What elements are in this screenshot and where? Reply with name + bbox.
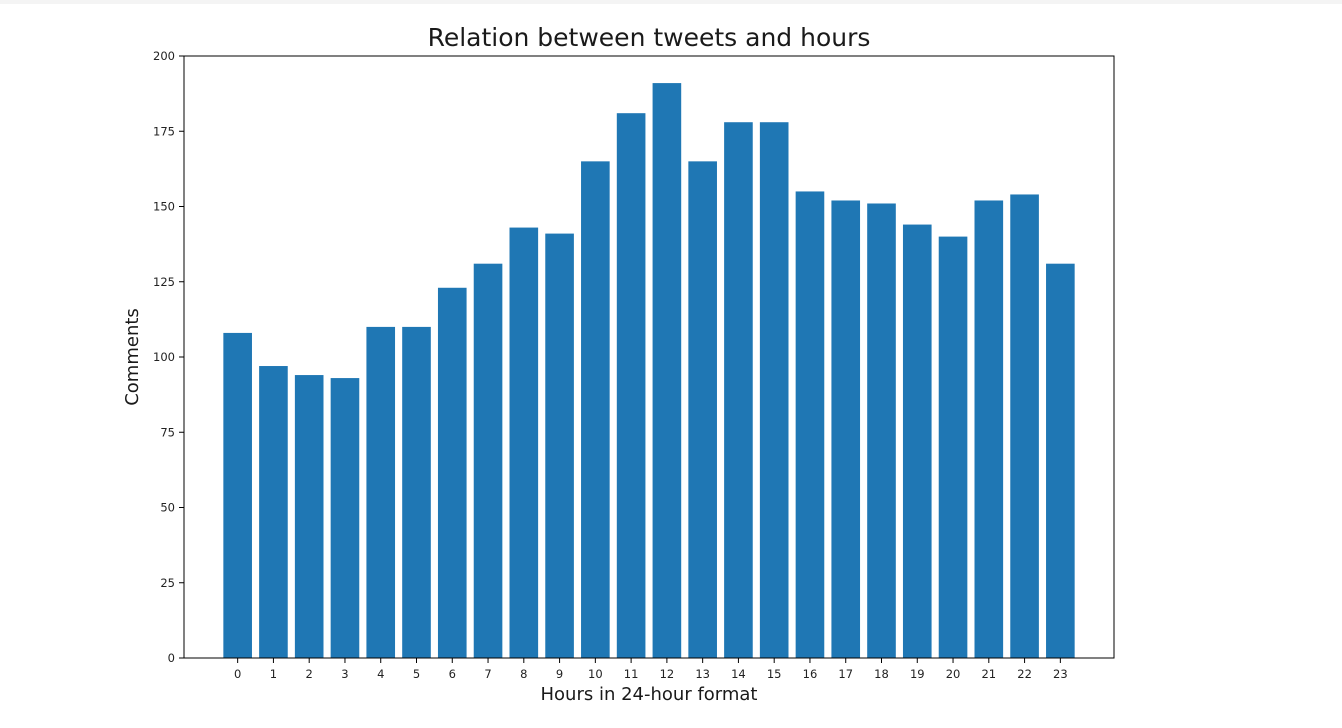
bar-hour-3 <box>331 378 360 658</box>
x-tick-label: 3 <box>341 667 348 681</box>
bar-hour-22 <box>1010 194 1039 658</box>
x-axis-label: Hours in 24-hour format <box>541 684 758 705</box>
bar-hour-14 <box>724 122 753 658</box>
bars-group <box>223 83 1074 658</box>
x-tick-label: 14 <box>731 667 746 681</box>
x-ticks-group: 0 1 2 3 4 5 6 7 8 9 10 11 12 13 14 15 16 17 18 19 20 21 22 23 <box>234 658 1068 681</box>
x-tick-label: 12 <box>660 667 675 681</box>
x-tick-label: 9 <box>556 667 563 681</box>
bar-hour-23 <box>1046 264 1075 658</box>
bar-hour-19 <box>903 225 932 658</box>
bar-hour-8 <box>510 228 539 658</box>
bar-hour-20 <box>939 237 968 658</box>
bar-hour-9 <box>545 234 574 658</box>
x-tick-label: 6 <box>449 667 456 681</box>
x-tick-label: 1 <box>270 667 277 681</box>
x-tick-label: 20 <box>946 667 961 681</box>
x-tick-label: 5 <box>413 667 420 681</box>
y-tick-label: 100 <box>153 350 175 364</box>
bar-hour-5 <box>402 327 431 658</box>
y-tick-label: 125 <box>153 275 175 289</box>
y-tick-label: 200 <box>153 49 175 63</box>
bar-hour-7 <box>474 264 503 658</box>
bar-hour-12 <box>653 83 682 658</box>
bar-hour-4 <box>366 327 395 658</box>
x-tick-label: 7 <box>484 667 491 681</box>
x-tick-label: 16 <box>803 667 818 681</box>
bar-hour-15 <box>760 122 789 658</box>
x-tick-label: 15 <box>767 667 782 681</box>
x-tick-label: 10 <box>588 667 603 681</box>
bar-hour-6 <box>438 288 467 658</box>
bar-hour-10 <box>581 161 610 658</box>
x-tick-label: 0 <box>234 667 241 681</box>
bar-hour-13 <box>688 161 717 658</box>
y-tick-label: 150 <box>153 200 175 214</box>
bar-hour-2 <box>295 375 324 658</box>
x-tick-label: 13 <box>695 667 710 681</box>
x-tick-label: 19 <box>910 667 925 681</box>
y-tick-label: 25 <box>160 576 175 590</box>
y-tick-label: 0 <box>168 651 175 665</box>
bar-hour-18 <box>867 203 896 658</box>
bar-hour-17 <box>831 200 860 658</box>
x-tick-label: 23 <box>1053 667 1068 681</box>
x-tick-label: 18 <box>874 667 889 681</box>
y-axis-label: Comments <box>122 308 143 406</box>
chart-title: Relation between tweets and hours <box>428 23 871 52</box>
y-ticks-group: 0 25 50 75 100 125 150 175 200 <box>153 49 184 665</box>
x-tick-label: 4 <box>377 667 384 681</box>
x-tick-label: 8 <box>520 667 527 681</box>
x-tick-label: 2 <box>306 667 313 681</box>
y-tick-label: 175 <box>153 124 175 138</box>
bar-hour-21 <box>975 200 1004 658</box>
x-tick-label: 17 <box>838 667 853 681</box>
y-tick-label: 75 <box>160 425 175 439</box>
bar-hour-11 <box>617 113 646 658</box>
bar-hour-1 <box>259 366 288 658</box>
x-tick-label: 21 <box>981 667 996 681</box>
x-tick-label: 22 <box>1017 667 1032 681</box>
x-tick-label: 11 <box>624 667 639 681</box>
y-tick-label: 50 <box>160 501 175 515</box>
bar-hour-16 <box>796 191 825 658</box>
bar-hour-0 <box>223 333 252 658</box>
